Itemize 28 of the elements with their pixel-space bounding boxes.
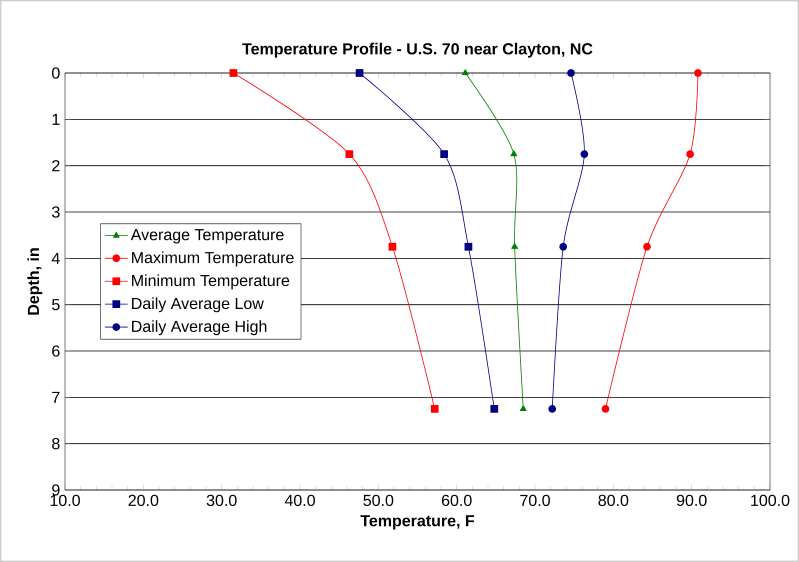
x-tick-label: 40.0	[284, 494, 315, 506]
chart-title: Temperature Profile - U.S. 70 near Clayton, NC	[242, 42, 592, 58]
x-axis-title: Temperature, F	[360, 515, 474, 530]
legend-label: Maximum Temperature	[132, 252, 294, 266]
y-tick-label: 7	[52, 392, 60, 403]
x-tick-label: 30.0	[206, 494, 237, 506]
x-tick-label: 100.0	[751, 494, 790, 506]
x-tick-label: 50.0	[363, 494, 394, 506]
y-tick-label: 9	[52, 484, 60, 496]
y-tick-label: 5	[52, 299, 60, 310]
y-tick-label: 6	[52, 345, 60, 357]
y-tick-label: 2	[52, 160, 60, 172]
y-tick-label: 8	[52, 438, 60, 450]
x-tick-label: 80.0	[598, 494, 628, 506]
x-tick-label: 60.0	[442, 494, 472, 506]
y-tick-label: 0	[52, 67, 60, 79]
y-tick-label: 3	[52, 206, 60, 218]
y-axis-title: Depth, in	[27, 248, 42, 315]
x-tick-label: 70.0	[520, 494, 550, 506]
legend-label: Daily Average High	[132, 320, 266, 336]
legend-label: Minimum Temperature	[132, 274, 290, 290]
x-tick-label: 10.0	[50, 494, 80, 506]
legend-label: Daily Average Low	[132, 297, 264, 312]
x-tick-label: 90.0	[676, 494, 707, 506]
legend-label: Average Temperature	[130, 229, 284, 244]
x-tick-label: 20.0	[128, 494, 158, 506]
y-tick-label: 4	[52, 252, 60, 264]
y-tick-label: 1	[52, 114, 60, 125]
